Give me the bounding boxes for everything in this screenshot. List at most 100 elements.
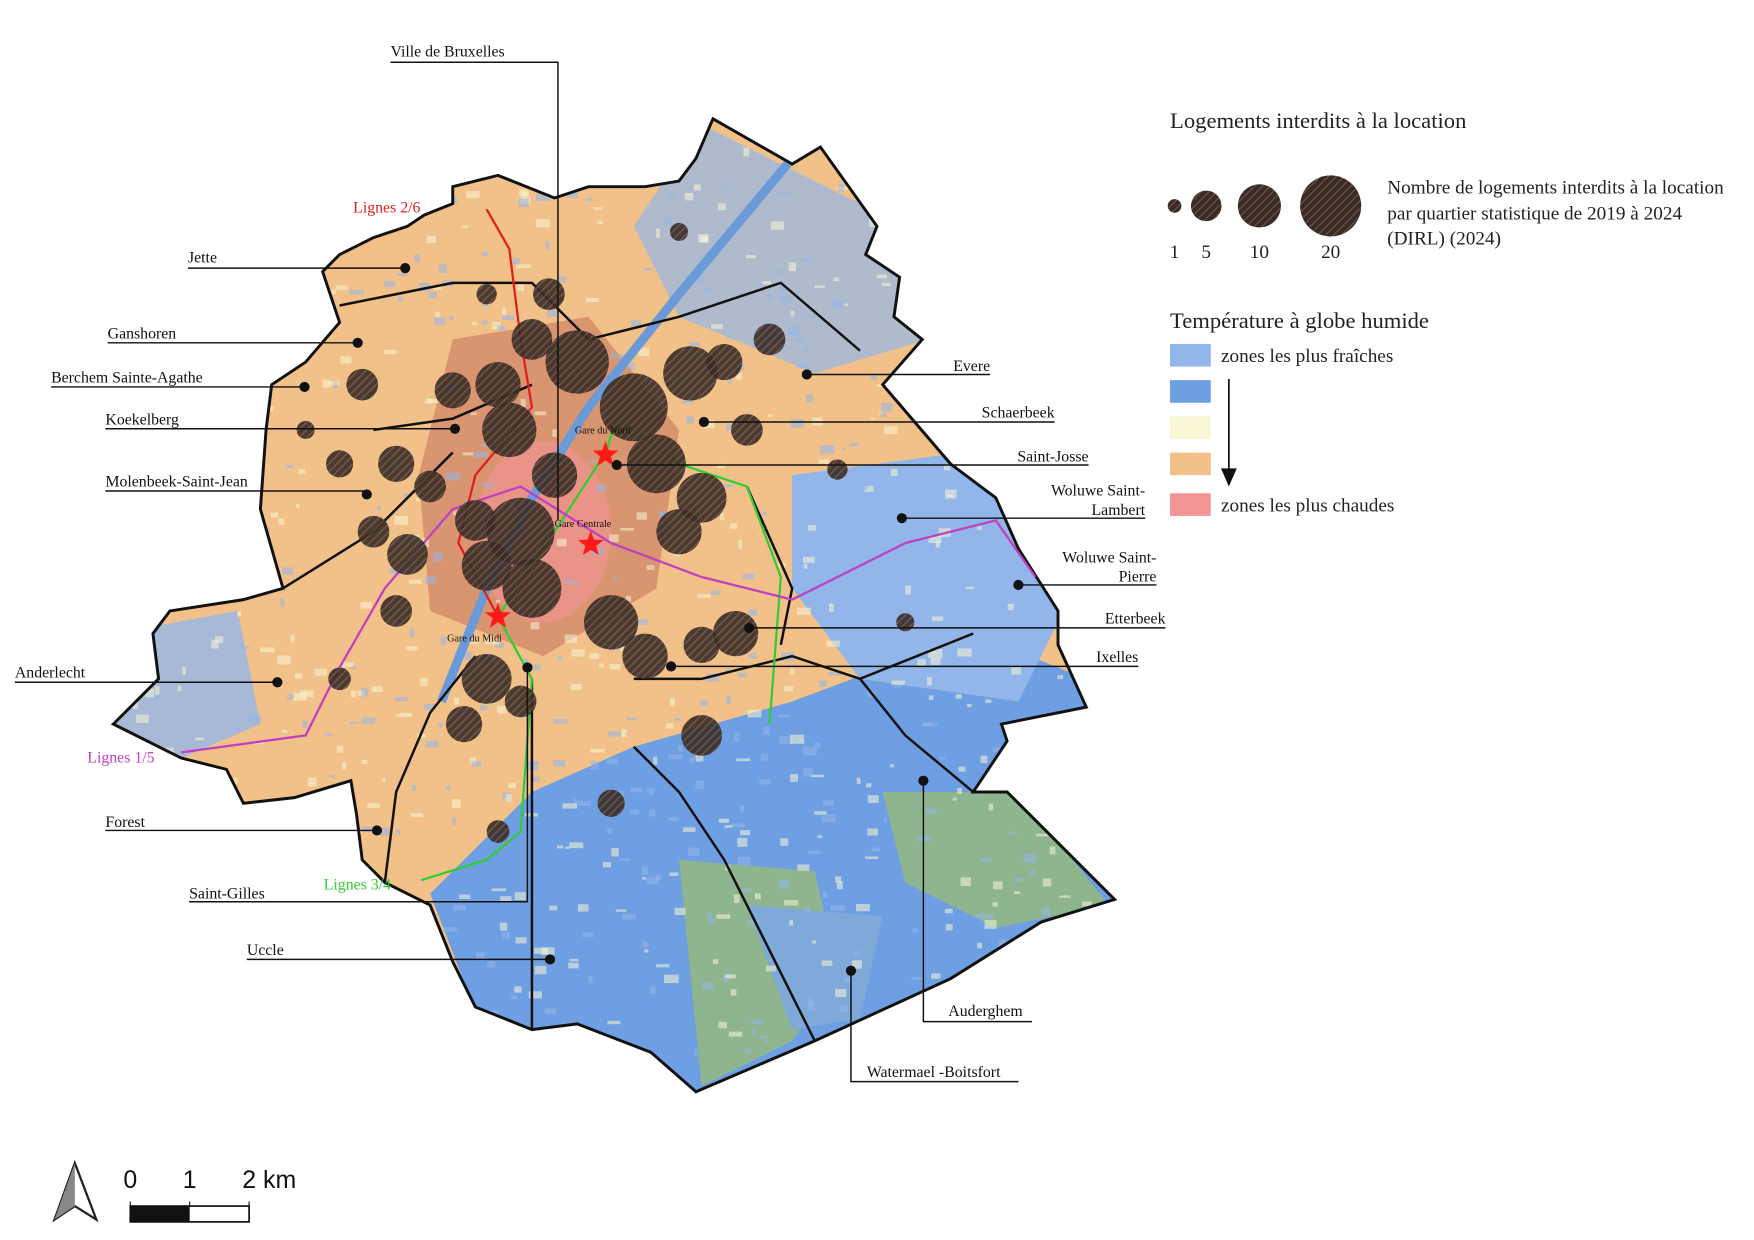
texture	[784, 900, 799, 906]
texture	[349, 289, 364, 295]
texture	[944, 908, 953, 914]
commune-dot	[665, 661, 677, 672]
texture	[486, 961, 496, 968]
texture	[336, 799, 344, 809]
texture	[927, 677, 932, 686]
texture	[563, 579, 578, 584]
texture	[382, 946, 391, 952]
texture	[1025, 733, 1037, 738]
texture	[486, 1067, 491, 1073]
texture	[158, 856, 172, 863]
density-symbol	[504, 685, 537, 718]
texture	[541, 947, 555, 955]
texture	[837, 186, 851, 190]
texture	[582, 1054, 591, 1058]
texture	[452, 817, 456, 826]
texture	[724, 974, 736, 979]
texture	[647, 787, 655, 795]
texture	[991, 379, 1000, 385]
cool-zone	[633, 124, 928, 374]
texture	[195, 737, 204, 741]
density-symbol	[669, 222, 689, 241]
texture	[307, 777, 317, 787]
texture	[709, 590, 720, 595]
texture	[835, 989, 847, 998]
texture	[865, 856, 879, 859]
texture	[722, 184, 729, 188]
texture	[470, 412, 477, 416]
texture	[615, 909, 627, 912]
leader-line	[390, 61, 559, 521]
texture	[481, 443, 489, 447]
texture	[512, 258, 520, 265]
texture	[142, 188, 150, 192]
texture	[519, 189, 528, 197]
texture	[471, 321, 477, 325]
texture	[296, 503, 300, 508]
texture	[259, 994, 270, 1003]
texture	[746, 919, 761, 926]
texture	[810, 774, 824, 778]
texture	[637, 619, 648, 626]
texture	[158, 236, 167, 245]
texture	[341, 662, 354, 668]
texture	[860, 574, 875, 580]
legend-size-label: 10	[1250, 242, 1269, 263]
texture	[319, 892, 324, 896]
forest	[882, 791, 1109, 928]
texture	[718, 818, 730, 823]
texture	[721, 484, 734, 487]
texture	[1071, 163, 1076, 169]
texture	[588, 975, 593, 984]
texture	[258, 1093, 264, 1099]
texture	[805, 394, 814, 403]
texture	[1049, 846, 1056, 855]
texture	[944, 464, 951, 471]
texture	[260, 647, 275, 653]
texture	[1059, 171, 1065, 177]
texture	[1016, 1043, 1030, 1053]
texture	[215, 636, 224, 644]
texture	[556, 538, 567, 547]
texture	[449, 316, 454, 321]
texture	[963, 993, 971, 1001]
legend-title: Logements interdits à la location	[1170, 108, 1466, 133]
texture	[500, 896, 512, 903]
texture	[865, 783, 872, 788]
texture	[759, 1035, 768, 1039]
density-symbol	[676, 472, 727, 523]
texture	[1088, 669, 1095, 674]
texture	[591, 1091, 600, 1092]
texture	[396, 714, 401, 717]
legend-arrow-head	[1220, 468, 1237, 487]
texture	[497, 325, 505, 331]
texture	[289, 937, 305, 944]
texture	[324, 733, 333, 736]
texture	[984, 254, 992, 257]
scale-bar-segment	[130, 1206, 190, 1222]
texture	[878, 639, 887, 647]
commune-label: Jette	[188, 249, 217, 266]
texture	[481, 320, 489, 325]
texture	[840, 1004, 848, 1012]
texture	[518, 198, 529, 208]
texture	[121, 663, 129, 667]
density-symbol	[597, 789, 625, 817]
texture	[177, 685, 182, 692]
texture	[620, 527, 634, 531]
texture	[856, 133, 867, 142]
texture	[142, 536, 146, 542]
texture	[1079, 979, 1093, 983]
texture	[924, 1085, 935, 1092]
texture	[127, 986, 132, 989]
texture	[129, 173, 141, 181]
texture	[966, 149, 980, 155]
texture	[150, 572, 165, 578]
texture	[642, 941, 649, 948]
texture	[1105, 1029, 1115, 1035]
texture	[326, 289, 337, 295]
texture	[213, 203, 220, 213]
texture	[725, 696, 731, 705]
texture	[1027, 208, 1042, 216]
texture	[835, 876, 842, 883]
